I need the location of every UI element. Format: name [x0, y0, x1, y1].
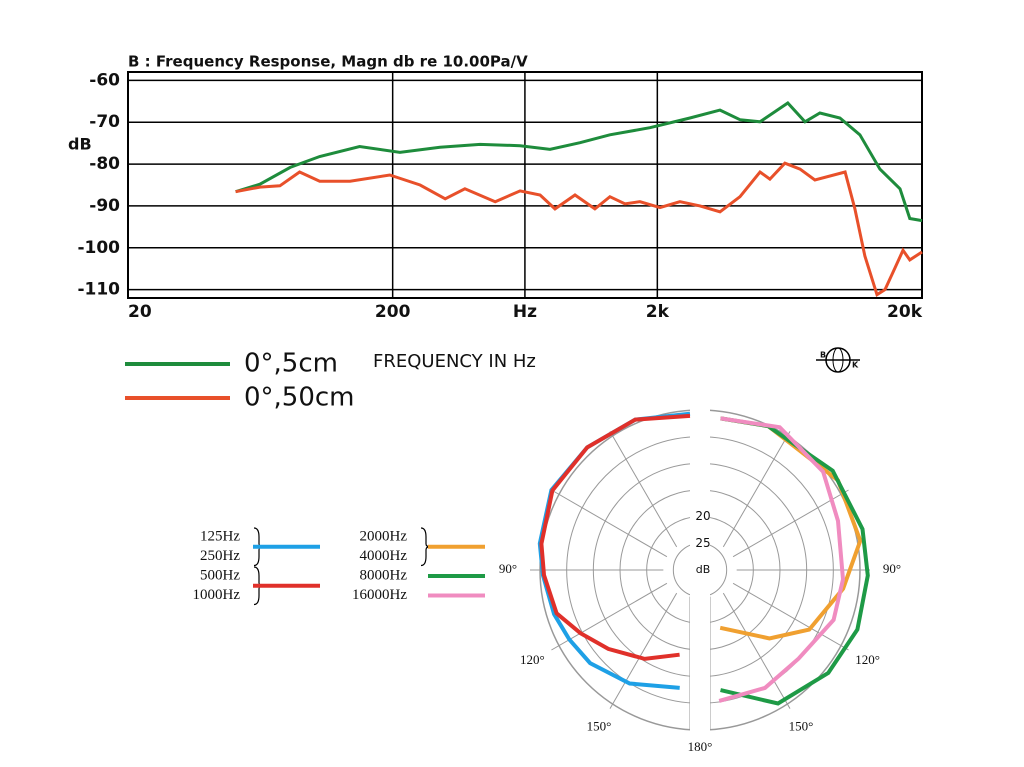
r-axis-label: dB	[696, 563, 711, 576]
y-tick-label: -100	[77, 238, 120, 258]
legend-label: 4000Hz	[360, 548, 408, 564]
y-tick-label: -110	[77, 280, 120, 300]
legend-label: 125Hz	[200, 528, 240, 544]
legend-label: 8000Hz	[360, 567, 408, 583]
x-tick-label: Hz	[513, 302, 537, 322]
x-tick-label: 2k	[646, 302, 670, 322]
x-tick-label: 20	[128, 302, 152, 322]
series-line	[235, 101, 923, 223]
legend-label: 2000Hz	[360, 528, 408, 544]
legend-label: 16000Hz	[352, 587, 407, 603]
y-tick-label: -90	[89, 196, 120, 216]
spoke	[732, 489, 849, 558]
spoke	[722, 592, 791, 709]
spoke	[609, 431, 678, 548]
y-axis-label: dB	[68, 135, 92, 154]
r-tick-label: 25	[695, 536, 710, 550]
x-tick-label: 200	[375, 302, 411, 322]
spoke	[551, 489, 668, 558]
legend-label: 500Hz	[200, 567, 240, 583]
chart-title: B : Frequency Response, Magn db re 10.00…	[128, 53, 528, 71]
legend-label: 250Hz	[200, 548, 240, 564]
spoke	[722, 431, 791, 548]
x-axis-label: FREQUENCY IN Hz	[373, 351, 536, 372]
angle-label: 180°	[688, 739, 713, 754]
legend-label: 0°,5cm	[244, 349, 338, 379]
angle-label: 150°	[789, 719, 814, 734]
center-gap	[690, 402, 710, 738]
legend-label: 0°,50cm	[244, 383, 355, 413]
angle-label: 120°	[855, 652, 880, 667]
legend-label: 1000Hz	[193, 587, 241, 603]
angle-label: 120°	[520, 652, 545, 667]
polar-line	[720, 416, 870, 706]
spoke	[732, 582, 849, 651]
angle-label: 90°	[499, 561, 517, 576]
logo-text: K	[852, 361, 859, 370]
angle-label: 150°	[587, 719, 612, 734]
angle-label: 90°	[883, 561, 901, 576]
y-tick-label: -60	[89, 70, 120, 90]
x-tick-label: 20k	[887, 302, 923, 322]
polar-line	[539, 413, 691, 661]
r-tick-label: 20	[695, 509, 710, 523]
logo-text: B	[820, 351, 826, 360]
polar-line	[537, 411, 691, 690]
series-line	[235, 161, 923, 298]
y-tick-label: -70	[89, 112, 120, 132]
spoke	[609, 592, 678, 709]
y-tick-label: -80	[89, 154, 120, 174]
polar-line	[718, 416, 846, 703]
